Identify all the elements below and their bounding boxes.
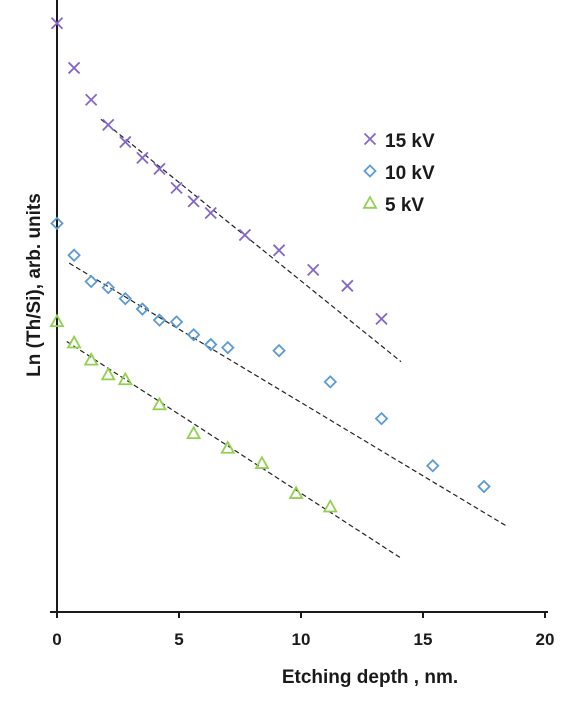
data-point (135, 302, 150, 316)
data-point (169, 315, 184, 329)
data-point (238, 228, 252, 242)
data-point (477, 479, 491, 494)
data-point (203, 337, 218, 352)
data-point (101, 280, 116, 295)
data-point (84, 274, 98, 289)
data-point (118, 291, 133, 306)
data-point (100, 366, 116, 381)
data-point (323, 375, 338, 389)
data-points (49, 17, 491, 513)
legend-label: 10 kV (385, 163, 435, 184)
legend-label: 15 kV (385, 131, 435, 152)
data-point (136, 151, 149, 165)
data-point (67, 61, 81, 75)
data-point (49, 313, 65, 328)
data-point (425, 458, 440, 473)
data-point (341, 279, 354, 292)
trendlines (66, 118, 507, 559)
x-axis-title: Etching depth , nm. (282, 667, 458, 688)
data-point (272, 244, 286, 257)
data-point (375, 312, 388, 325)
y-axis-title: Ln (Th/Si), arb. units (24, 193, 45, 377)
data-point (374, 411, 389, 426)
data-point (186, 425, 202, 439)
data-point (307, 263, 320, 277)
data-point (83, 352, 99, 366)
legend-item: 15 kV (363, 131, 435, 152)
x-tick-label: 20 (536, 630, 555, 649)
data-point (204, 206, 217, 220)
legend-marker (363, 164, 377, 178)
data-point (272, 343, 286, 358)
legend-marker (363, 132, 377, 146)
axes: 0 5 10 15 20 (50, 0, 554, 649)
x-tick-label: 15 (414, 630, 433, 649)
data-point (119, 135, 132, 149)
legend: 15 kV 10 kV 5 kV (362, 131, 435, 216)
data-point (186, 327, 201, 342)
legend-marker (362, 195, 378, 209)
data-point (288, 485, 304, 499)
data-point (85, 93, 98, 106)
x-tick-label: 10 (292, 630, 311, 649)
data-point (67, 248, 81, 262)
trendline (66, 340, 402, 559)
data-point (221, 340, 235, 355)
data-point (153, 162, 166, 176)
legend-item: 5 kV (362, 195, 424, 216)
data-point (152, 313, 167, 327)
data-point (117, 371, 133, 386)
data-point (50, 17, 64, 30)
legend-item: 10 kV (363, 163, 435, 184)
data-point (102, 118, 115, 131)
data-point (254, 455, 270, 469)
data-point (187, 195, 200, 208)
data-point (151, 396, 168, 411)
x-tick-label: 5 (174, 630, 183, 649)
x-tick-label: 0 (52, 630, 61, 649)
legend-label: 5 kV (385, 195, 424, 216)
data-point (322, 498, 338, 513)
data-point (50, 216, 64, 231)
data-point (170, 181, 183, 195)
data-point (66, 334, 82, 349)
trendline (68, 262, 507, 527)
data-point (220, 440, 236, 454)
trendline (100, 118, 402, 363)
